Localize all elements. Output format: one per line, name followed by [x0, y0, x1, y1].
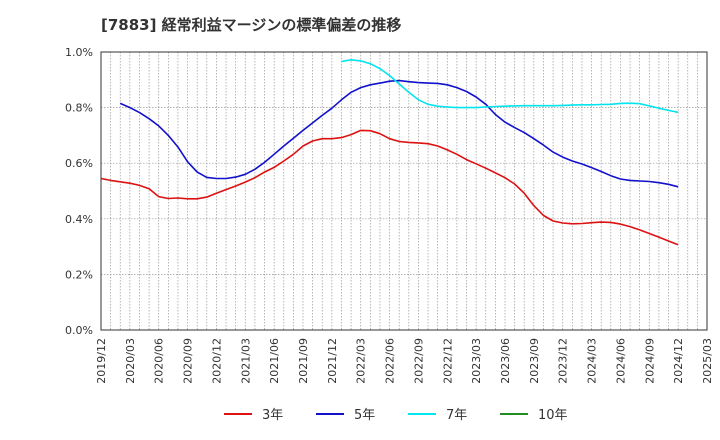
x-tick-label: 2020/09: [182, 338, 195, 384]
x-tick-label: 2020/12: [210, 338, 223, 384]
grid: [101, 52, 707, 330]
series-line-2: [119, 79, 679, 188]
x-tick-label: 2022/09: [412, 338, 425, 384]
x-tick-label: 2024/03: [586, 338, 599, 384]
y-tick-label: 0.6%: [65, 157, 93, 170]
chart-title: [7883] 経常利益マージンの標準偏差の推移: [101, 16, 402, 34]
x-tick-label: 2021/06: [268, 338, 281, 384]
x-tick-label: 2020/03: [124, 338, 137, 384]
x-tick-label: 2019/12: [95, 338, 108, 384]
y-tick-label: 0.8%: [65, 102, 93, 115]
series-line-1: [100, 129, 679, 246]
y-tick-label: 0.0%: [65, 324, 93, 337]
x-tick-label: 2021/12: [326, 338, 339, 384]
x-tick-label: 2022/03: [355, 338, 368, 384]
x-tick-label: 2023/03: [470, 338, 483, 384]
x-tick-label: 2024/09: [643, 338, 656, 384]
x-axis-ticks: 2019/12 2020/03 2020/06 2020/09 2020/12 2021/…: [95, 338, 714, 384]
x-tick-label: 2021/03: [239, 338, 252, 384]
x-tick-label: 2025/03: [701, 338, 714, 384]
legend-label-1: 3年: [262, 408, 283, 423]
y-axis-ticks: 0.0% 0.2% 0.4% 0.6% 0.8% 1.0%: [65, 46, 93, 337]
x-tick-label: 2024/12: [672, 338, 685, 384]
series-line-3: [341, 59, 679, 114]
y-tick-label: 0.2%: [65, 268, 93, 281]
x-tick-label: 2023/09: [528, 338, 541, 384]
x-tick-label: 2022/06: [384, 338, 397, 384]
legend-label-4: 10年: [538, 408, 568, 423]
legend-label-2: 5年: [354, 408, 375, 423]
legend-label-3: 7年: [446, 408, 467, 423]
x-tick-label: 2023/12: [557, 338, 570, 384]
x-tick-label: 2024/06: [614, 338, 627, 384]
y-tick-label: 0.4%: [65, 213, 93, 226]
x-tick-label: 2023/06: [499, 338, 512, 384]
plot-frame: [100, 51, 708, 331]
series-lines: [100, 59, 679, 246]
legend: 3年 5年 7年 10年: [224, 408, 568, 423]
x-tick-label: 2022/12: [441, 338, 454, 384]
x-tick-label: 2020/06: [153, 338, 166, 384]
y-tick-label: 1.0%: [65, 46, 93, 59]
x-tick-label: 2021/09: [297, 338, 310, 384]
